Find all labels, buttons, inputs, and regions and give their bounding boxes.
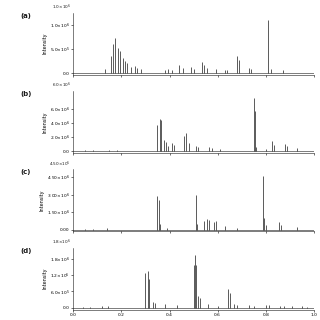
Text: (b): (b) xyxy=(20,91,32,97)
Text: 1.0×10$^{6}$: 1.0×10$^{6}$ xyxy=(52,3,71,12)
Text: (c): (c) xyxy=(20,169,31,175)
Text: 1.8×10$^{6}$: 1.8×10$^{6}$ xyxy=(52,238,71,247)
Y-axis label: Intensity: Intensity xyxy=(42,268,47,289)
Text: (a): (a) xyxy=(20,12,31,19)
Text: 4.50×10$^{6}$: 4.50×10$^{6}$ xyxy=(49,159,71,169)
Y-axis label: Intensity: Intensity xyxy=(42,111,47,133)
Y-axis label: Intensity: Intensity xyxy=(42,33,47,54)
Y-axis label: Intensity: Intensity xyxy=(39,189,44,211)
Text: 6.0×10$^{6}$: 6.0×10$^{6}$ xyxy=(52,81,71,90)
Text: (d): (d) xyxy=(20,248,32,253)
